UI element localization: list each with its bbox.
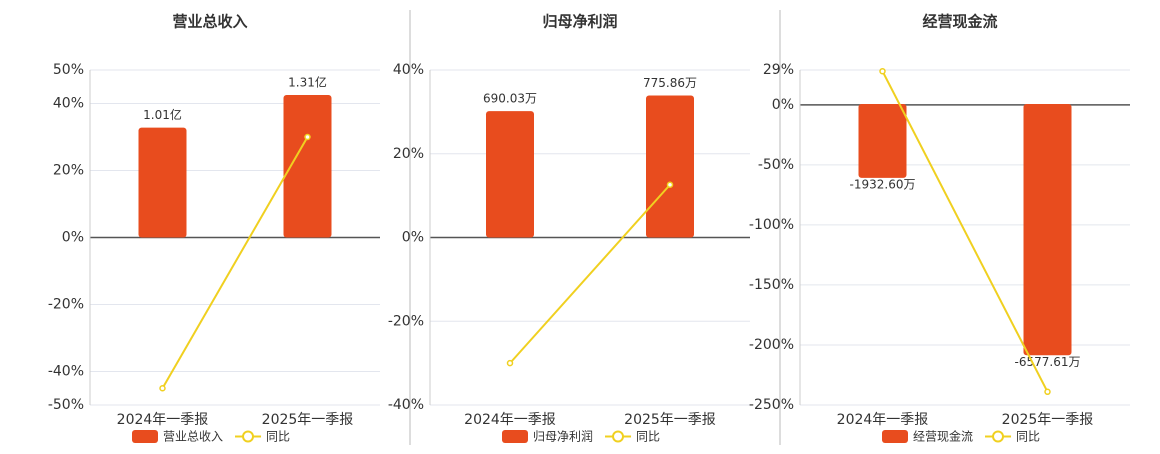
- bar: [486, 111, 534, 238]
- line-point: [304, 133, 311, 141]
- data-label: 1.31亿: [288, 75, 327, 90]
- y-tick-label: -50%: [758, 157, 794, 173]
- legend-label: 同比: [636, 430, 660, 444]
- legend-swatch: [132, 430, 158, 443]
- chart-title: 营业总收入: [172, 13, 247, 31]
- y-tick-label: 0%: [772, 97, 794, 113]
- y-tick-label: 40%: [53, 96, 84, 112]
- data-label: -6577.61万: [1015, 355, 1081, 369]
- data-label: -1932.60万: [850, 177, 916, 191]
- y-tick-label: -100%: [749, 217, 794, 233]
- y-tick-label: 40%: [393, 62, 424, 78]
- chart-title: 经营现金流: [922, 13, 997, 31]
- legend-swatch: [242, 430, 255, 443]
- y-tick-label: -40%: [388, 397, 424, 413]
- y-tick-label: -250%: [749, 397, 794, 413]
- legend-label: 经营现金流: [913, 429, 973, 444]
- y-tick-label: -50%: [48, 397, 84, 413]
- legend-swatch: [502, 430, 528, 443]
- y-tick-label: -40%: [48, 364, 84, 380]
- y-tick-label: 0%: [402, 230, 424, 246]
- x-tick-label: 2024年一季报: [464, 412, 556, 428]
- legend-label: 营业总收入: [163, 430, 223, 444]
- data-label: 690.03万: [483, 92, 537, 106]
- y-tick-label: -20%: [388, 313, 424, 329]
- bar: [138, 127, 187, 238]
- bar: [283, 95, 332, 238]
- legend-swatch: [882, 430, 908, 443]
- legend-label: 同比: [266, 430, 290, 444]
- y-tick-label: 50%: [53, 62, 84, 78]
- x-tick-label: 2025年一季报: [1002, 412, 1094, 428]
- line-point: [506, 359, 514, 367]
- line-point: [1044, 388, 1051, 396]
- data-label: 775.86万: [643, 76, 697, 90]
- y-tick-label: 0%: [62, 230, 84, 246]
- y-tick-label: -20%: [48, 297, 84, 313]
- y-tick-label: -200%: [749, 337, 794, 353]
- x-tick-label: 2024年一季报: [837, 412, 929, 428]
- line: [161, 136, 309, 389]
- y-tick-label: 20%: [393, 146, 424, 162]
- x-tick-label: 2024年一季报: [117, 412, 209, 428]
- bar: [646, 95, 694, 238]
- chart-title: 归母净利润: [542, 13, 617, 31]
- y-tick-label: -150%: [749, 277, 794, 293]
- line-point: [879, 67, 886, 75]
- x-tick-label: 2025年一季报: [262, 412, 354, 428]
- bar: [1023, 103, 1072, 356]
- line: [509, 184, 671, 364]
- line: [881, 70, 1049, 393]
- data-label: 1.01亿: [143, 107, 182, 122]
- legend-label: 同比: [1016, 430, 1040, 444]
- line-point: [159, 385, 166, 392]
- x-tick-label: 2025年一季报: [624, 412, 716, 428]
- legend-swatch: [992, 430, 1005, 443]
- y-tick-label: 29%: [763, 62, 794, 78]
- bar: [858, 103, 907, 178]
- y-tick-label: 20%: [53, 163, 84, 179]
- legend-swatch: [612, 430, 625, 443]
- line-point: [666, 181, 674, 188]
- legend-label: 归母净利润: [533, 430, 593, 444]
